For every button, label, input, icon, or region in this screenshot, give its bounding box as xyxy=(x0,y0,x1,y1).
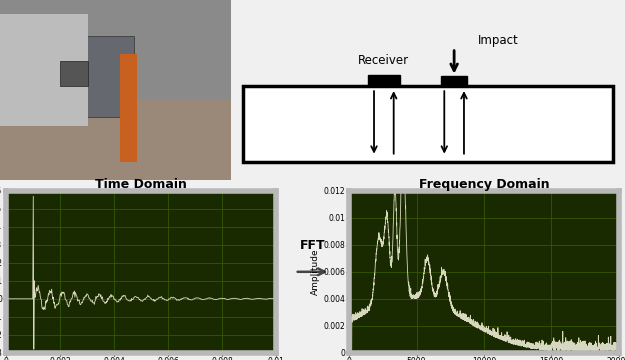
Bar xyxy=(0,14,88,126)
Bar xyxy=(0,99,231,180)
Bar xyxy=(368,75,399,86)
Title: Time Domain: Time Domain xyxy=(95,178,187,191)
Bar xyxy=(121,54,137,162)
Text: FFT: FFT xyxy=(300,239,326,252)
Text: Impact: Impact xyxy=(478,34,519,47)
Text: Receiver: Receiver xyxy=(358,54,409,68)
Bar xyxy=(243,86,613,162)
Bar xyxy=(69,36,134,117)
Y-axis label: Amplitude: Amplitude xyxy=(311,248,320,295)
Bar xyxy=(60,61,88,86)
Title: Frequency Domain: Frequency Domain xyxy=(419,178,549,191)
Bar xyxy=(441,76,467,86)
